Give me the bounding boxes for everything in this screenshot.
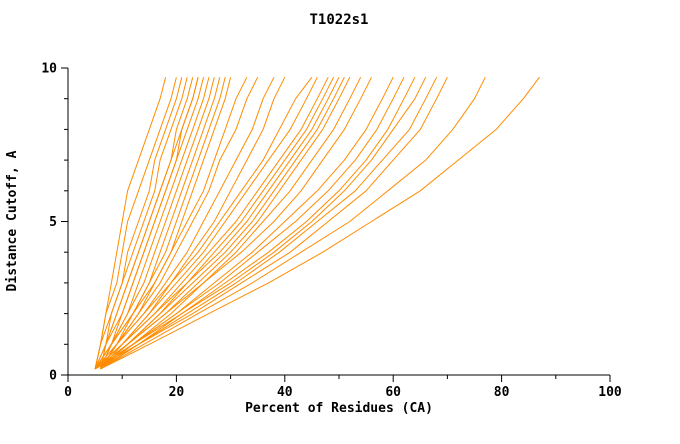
model-curve	[94, 77, 215, 370]
model-curve	[94, 76, 405, 370]
model-curve	[100, 76, 486, 370]
model-curve	[100, 77, 210, 370]
model-curve	[94, 76, 427, 370]
model-curve	[94, 77, 188, 370]
model-curve	[94, 76, 313, 370]
x-tick-label: 100	[598, 385, 622, 400]
x-tick-label: 40	[277, 385, 293, 400]
model-curve	[100, 76, 362, 370]
y-axis-label: Distance Cutoff, A	[5, 150, 20, 291]
model-curve	[100, 77, 199, 370]
model-curve	[100, 77, 183, 370]
y-tick-label: 10	[41, 62, 57, 77]
ticks-group: 0 20 40 60 80 100 0 5 10	[41, 62, 622, 401]
curves-group	[94, 76, 540, 370]
model-curve	[100, 77, 194, 370]
model-curve	[94, 76, 340, 370]
chart-title: T1022s1	[309, 12, 368, 28]
model-curve	[94, 76, 448, 370]
model-curve	[94, 77, 177, 370]
x-tick-label: 60	[385, 385, 401, 400]
y-tick-label: 5	[49, 215, 57, 230]
model-curve	[100, 76, 259, 370]
model-curve	[94, 76, 372, 370]
model-curve	[100, 76, 318, 370]
model-curve	[94, 77, 204, 370]
model-curve	[100, 77, 221, 370]
model-curve	[100, 76, 286, 370]
model-curve	[100, 76, 438, 370]
x-tick-label: 20	[169, 385, 185, 400]
model-curve	[94, 77, 199, 370]
x-axis-label: Percent of Residues (CA)	[245, 401, 433, 416]
x-tick-label: 0	[64, 385, 72, 400]
y-tick-label: 0	[49, 369, 57, 384]
model-curve	[100, 76, 540, 370]
x-tick-label: 80	[494, 385, 510, 400]
model-curve	[94, 76, 248, 370]
model-curve	[100, 76, 345, 370]
model-curve	[100, 76, 416, 370]
